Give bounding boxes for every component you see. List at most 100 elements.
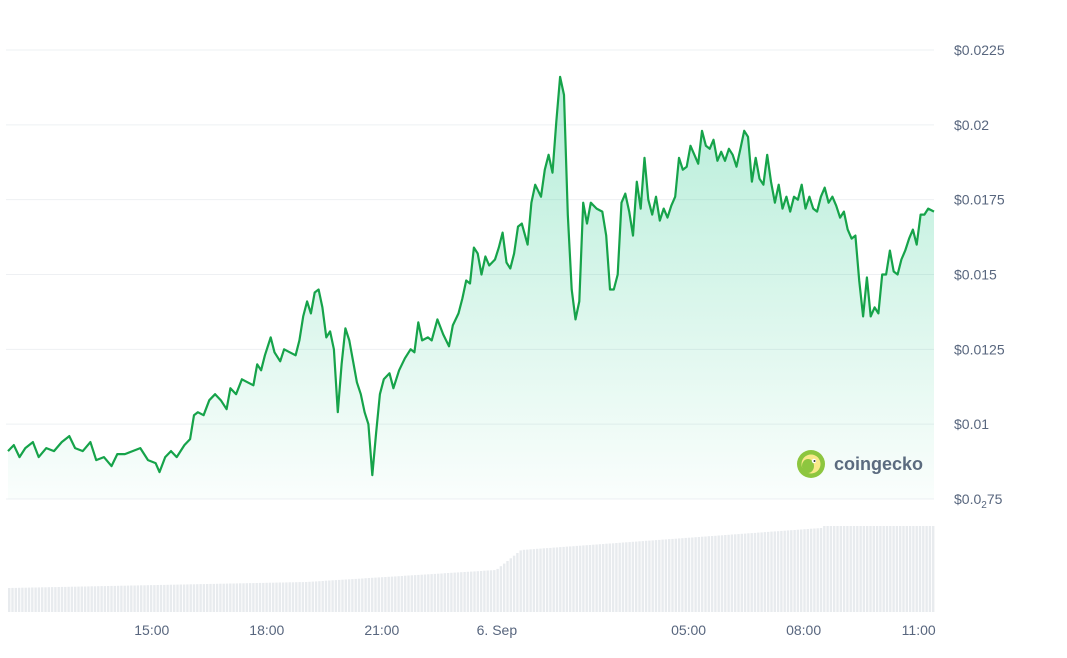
- volume-bar: [301, 582, 305, 612]
- volume-bar: [460, 572, 463, 612]
- volume-bar: [140, 585, 143, 612]
- volume-bar: [215, 583, 219, 612]
- volume-bar: [27, 587, 31, 612]
- volume-bar: [638, 541, 641, 612]
- volume-bar: [720, 535, 724, 612]
- volume-bar: [248, 583, 252, 612]
- volume-bar: [427, 574, 430, 612]
- volume-bar: [499, 566, 503, 612]
- volume-bar: [932, 526, 935, 612]
- volume-bar: [443, 573, 446, 612]
- x-tick-label: 08:00: [786, 622, 821, 638]
- volume-bar: [146, 585, 149, 612]
- volume-bar: [532, 549, 536, 612]
- volume-bar: [862, 526, 866, 612]
- watermark-label: coingecko: [834, 454, 923, 474]
- volume-bar: [70, 586, 74, 612]
- volume-bar: [136, 585, 140, 612]
- volume-bar: [374, 577, 377, 612]
- volume-bar: [882, 526, 885, 612]
- volume-bar: [11, 587, 14, 612]
- x-tick-label: 18:00: [249, 622, 284, 638]
- volume-bar: [516, 553, 519, 612]
- volume-bar: [314, 581, 318, 612]
- volume-bar: [654, 540, 658, 612]
- volume-bar: [816, 528, 819, 612]
- volume-bar: [456, 572, 460, 612]
- volume-bar: [628, 542, 631, 612]
- volume-bar: [539, 548, 542, 612]
- coingecko-watermark: coingecko: [797, 450, 923, 478]
- y-axis-ticks: $0.0225 $0.02 $0.0175 $0.015 $0.0125 $0.01 $0.…: [954, 42, 1005, 511]
- volume-bar: [222, 583, 225, 612]
- volume-bar: [856, 526, 859, 612]
- volume-bar: [740, 533, 743, 612]
- volume-bar: [265, 582, 268, 612]
- volume-bar: [252, 583, 255, 612]
- volume-bar: [750, 533, 753, 612]
- volume-bar: [433, 573, 437, 612]
- volume-bar: [697, 537, 701, 612]
- volume-bar: [453, 572, 456, 612]
- volume-bar: [585, 545, 588, 612]
- volume-bar: [219, 583, 222, 612]
- volume-bar: [120, 585, 123, 612]
- volume-bar: [288, 582, 291, 612]
- volume-bar: [598, 544, 602, 612]
- volume-bar: [549, 547, 552, 612]
- volume-bar: [153, 585, 156, 612]
- volume-bar: [809, 528, 813, 612]
- volume-bar: [440, 573, 443, 612]
- volume-bar: [625, 542, 628, 612]
- price-area: [8, 76, 934, 500]
- volume-bar: [694, 537, 697, 612]
- volume-bar: [889, 526, 892, 612]
- volume-bar: [618, 542, 621, 612]
- volume-bar: [199, 584, 202, 612]
- volume-bar: [351, 579, 354, 612]
- volume-bar: [542, 548, 545, 612]
- volume-bar: [770, 531, 773, 612]
- volume-bar: [714, 535, 717, 612]
- volume-bar: [615, 543, 618, 612]
- volume-bar: [819, 528, 823, 612]
- volume-bar: [278, 582, 281, 612]
- volume-bar: [37, 587, 41, 612]
- volume-bar: [176, 584, 179, 612]
- volume-bar: [130, 585, 133, 612]
- volume-bar: [407, 575, 410, 612]
- volume-bar: [823, 526, 826, 612]
- volume-bar: [133, 585, 136, 612]
- volume-bar: [143, 585, 146, 612]
- volume-bar: [747, 533, 750, 612]
- volume-bar: [595, 544, 598, 612]
- volume-bar: [671, 538, 674, 612]
- volume-bar: [324, 580, 328, 612]
- volume-bar: [149, 585, 153, 612]
- volume-bar: [380, 577, 384, 612]
- volume-bar: [397, 576, 400, 612]
- volume-bar: [496, 568, 499, 612]
- volume-bar: [463, 572, 466, 612]
- volume-bar: [895, 526, 899, 612]
- volume-bar: [635, 541, 638, 612]
- volume-bar: [803, 529, 806, 612]
- volume-bar: [605, 543, 608, 612]
- volume-bar: [668, 539, 671, 612]
- volume-bar: [93, 586, 97, 612]
- volume-bar: [846, 526, 849, 612]
- volume-bar: [100, 586, 103, 612]
- volume-bar: [506, 561, 509, 612]
- y-tick-label: $0.015: [954, 267, 997, 283]
- volume-bar: [163, 584, 166, 612]
- volume-bar: [357, 578, 361, 612]
- volume-bar: [225, 583, 229, 612]
- volume-bar: [767, 531, 770, 612]
- y-tick-label: $0.0275: [954, 491, 1003, 511]
- volume-bar: [651, 540, 654, 612]
- volume-bar: [476, 571, 479, 612]
- volume-bar: [701, 536, 704, 612]
- volume-bar: [684, 537, 687, 612]
- volume-bar: [776, 531, 780, 612]
- volume-bar: [341, 579, 344, 612]
